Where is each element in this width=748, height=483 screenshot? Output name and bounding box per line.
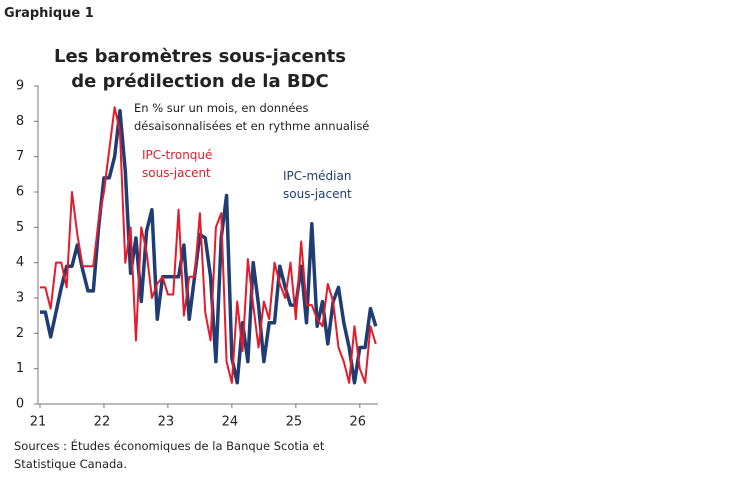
series-label: IPC-tronqué sous-jacent [142, 148, 213, 180]
y-tick-label: 2 [16, 326, 24, 341]
y-tick-label: 6 [16, 185, 24, 200]
chart-title: Les baromètres sous-jacents de prédilect… [54, 46, 346, 92]
y-tick-label: 1 [16, 361, 24, 376]
chart-subtitle: En % sur un mois, en données désaisonnal… [134, 101, 370, 133]
y-tick-label: 0 [16, 397, 24, 412]
series-line [40, 106, 377, 384]
x-tick-label: 23 [158, 415, 175, 430]
header: Graphique 1 [4, 6, 94, 21]
x-tick-label: 24 [222, 415, 239, 430]
y-tick-label: 4 [16, 255, 24, 270]
series-label: IPC-médian sous-jacent [283, 169, 352, 201]
x-tick-label: 21 [30, 415, 47, 430]
y-tick-label: 3 [16, 291, 24, 306]
series-line [40, 108, 378, 385]
y-tick-label: 9 [16, 79, 24, 94]
x-tick-label: 26 [350, 415, 367, 430]
y-tick-label: 7 [16, 149, 24, 164]
source-note: Sources : Études économiques de la Banqu… [14, 439, 325, 471]
y-tick-label: 5 [16, 220, 24, 235]
x-tick-label: 22 [94, 415, 111, 430]
x-tick-label: 25 [286, 415, 303, 430]
y-tick-label: 8 [16, 114, 24, 129]
